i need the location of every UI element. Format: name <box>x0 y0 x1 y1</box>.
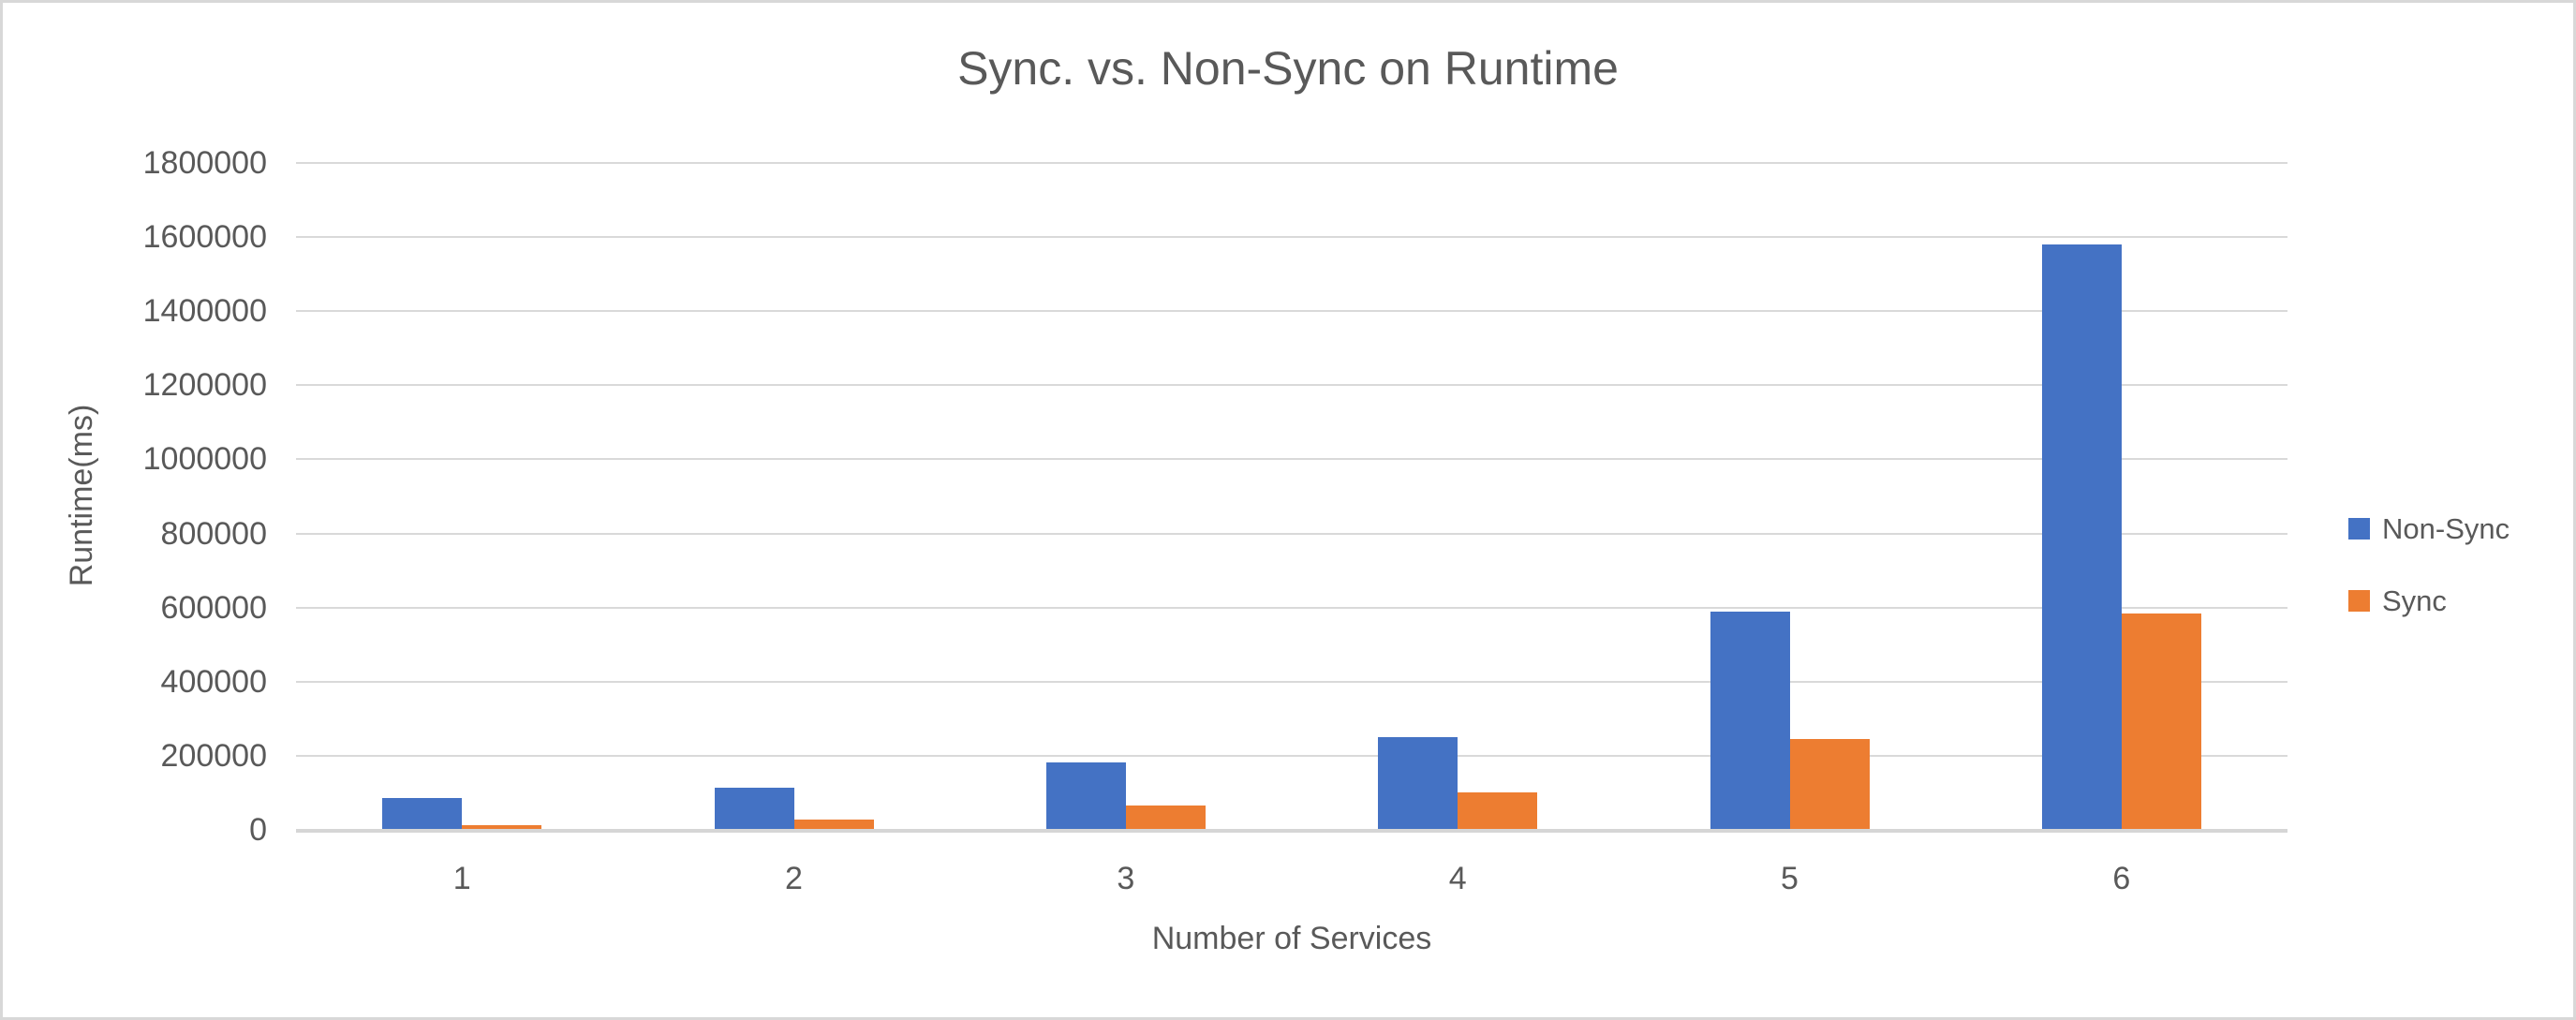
x-axis-line <box>296 829 2287 833</box>
gridline <box>296 384 2287 387</box>
legend-label: Sync <box>2382 584 2447 617</box>
y-tick-label: 600000 <box>160 589 267 626</box>
bar-sync-6 <box>2121 613 2201 830</box>
bar-non-sync-2 <box>714 788 794 830</box>
legend-label: Non-Sync <box>2382 512 2510 545</box>
y-axis-title: Runtime(ms) <box>64 404 99 587</box>
y-tick-label: 1800000 <box>142 145 267 181</box>
y-tick-label: 400000 <box>160 663 267 700</box>
x-tick-label: 3 <box>1117 861 1135 896</box>
gridline <box>296 458 2287 461</box>
legend-item-sync: Sync <box>2348 584 2509 618</box>
y-tick-label: 1200000 <box>142 367 267 404</box>
bar-non-sync-4 <box>1378 737 1458 830</box>
bar-sync-3 <box>1125 806 1206 830</box>
x-tick-label: 4 <box>1448 861 1467 896</box>
gridline <box>296 532 2287 535</box>
y-tick-label: 800000 <box>160 515 267 552</box>
bar-sync-1 <box>462 824 542 830</box>
y-tick-label: 1400000 <box>142 293 267 330</box>
legend-swatch-sync <box>2348 590 2370 612</box>
bar-non-sync-6 <box>2041 244 2122 830</box>
y-tick-label: 0 <box>249 812 267 848</box>
bar-sync-5 <box>1789 739 1870 830</box>
y-tick-label: 1000000 <box>142 441 267 478</box>
gridline <box>296 754 2287 757</box>
bar-non-sync-5 <box>1710 612 1790 830</box>
x-tick-label: 6 <box>2112 861 2131 896</box>
x-axis-title: Number of Services <box>1151 921 1432 956</box>
chart-title: Sync. vs. Non-Sync on Runtime <box>957 42 1619 95</box>
x-tick-label: 5 <box>1781 861 1799 896</box>
gridline <box>296 310 2287 313</box>
bar-non-sync-3 <box>1045 761 1126 830</box>
plot-area <box>296 162 2287 833</box>
legend: Non-Sync Sync <box>2348 511 2509 618</box>
gridline <box>296 162 2287 164</box>
bar-non-sync-1 <box>382 798 463 830</box>
y-tick-label: 1600000 <box>142 219 267 256</box>
bar-sync-2 <box>793 820 874 830</box>
gridline <box>296 236 2287 239</box>
gridline <box>296 680 2287 683</box>
gridline <box>296 606 2287 609</box>
x-tick-label: 2 <box>785 861 803 896</box>
legend-item-non-sync: Non-Sync <box>2348 511 2509 546</box>
y-tick-label: 200000 <box>160 737 267 774</box>
bar-sync-4 <box>1458 792 1538 830</box>
legend-swatch-non-sync <box>2348 518 2370 540</box>
x-tick-label: 1 <box>452 861 471 896</box>
